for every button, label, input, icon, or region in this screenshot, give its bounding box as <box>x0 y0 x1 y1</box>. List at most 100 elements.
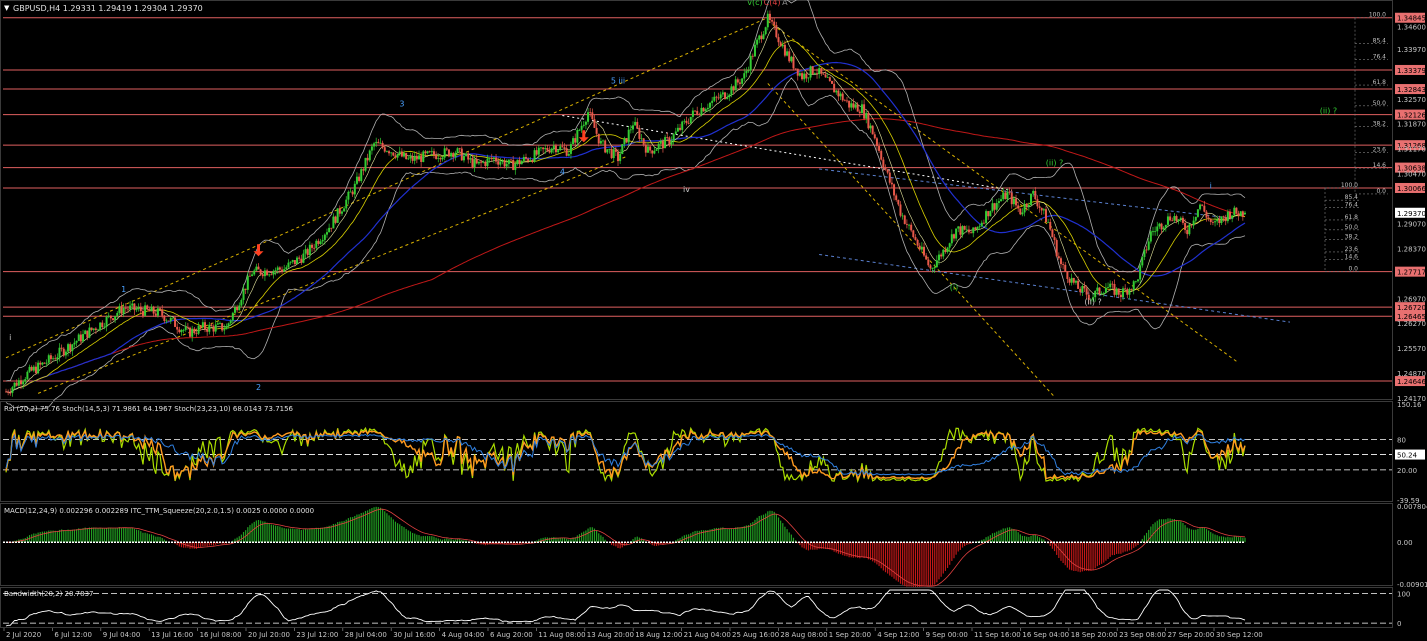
candle-body[interactable] <box>221 323 224 331</box>
candle-body[interactable] <box>407 158 410 160</box>
candle-body[interactable] <box>965 229 968 231</box>
candle-body[interactable] <box>987 211 990 217</box>
candle-body[interactable] <box>574 138 577 143</box>
candle-body[interactable] <box>589 112 592 114</box>
candle-body[interactable] <box>612 149 615 159</box>
candle-body[interactable] <box>456 148 459 153</box>
candle-body[interactable] <box>1231 215 1234 219</box>
candle-body[interactable] <box>890 182 893 185</box>
candle-body[interactable] <box>197 325 200 334</box>
candle-body[interactable] <box>86 330 89 338</box>
candle-body[interactable] <box>706 107 709 110</box>
candle-body[interactable] <box>653 150 656 154</box>
candle-body[interactable] <box>875 138 878 147</box>
candle-body[interactable] <box>700 107 703 115</box>
candle-body[interactable] <box>420 155 423 162</box>
candle-body[interactable] <box>186 326 189 328</box>
candle-body[interactable] <box>1057 256 1060 259</box>
candle-body[interactable] <box>542 147 545 150</box>
candle-body[interactable] <box>163 315 166 321</box>
candle-body[interactable] <box>546 148 549 151</box>
candle-body[interactable] <box>1130 288 1133 290</box>
candle-body[interactable] <box>400 151 403 157</box>
candle-body[interactable] <box>447 149 450 157</box>
candle-body[interactable] <box>929 265 932 269</box>
candle-body[interactable] <box>1237 213 1240 217</box>
candle-body[interactable] <box>1128 288 1131 295</box>
candle-body[interactable] <box>1059 258 1062 265</box>
candle-body[interactable] <box>167 320 170 322</box>
candle-body[interactable] <box>631 125 634 130</box>
candle-body[interactable] <box>394 155 397 158</box>
candle-body[interactable] <box>218 323 221 324</box>
candle-body[interactable] <box>1002 192 1005 200</box>
candle-body[interactable] <box>1066 271 1069 279</box>
candle-body[interactable] <box>1149 231 1152 242</box>
candle-body[interactable] <box>1216 219 1219 222</box>
candle-body[interactable] <box>801 73 804 80</box>
candle-body[interactable] <box>17 380 20 386</box>
candle-body[interactable] <box>1070 277 1073 283</box>
candle-body[interactable] <box>933 267 936 269</box>
candle-body[interactable] <box>208 324 211 332</box>
candle-body[interactable] <box>828 77 831 81</box>
candle-body[interactable] <box>640 138 643 140</box>
candle-body[interactable] <box>783 44 786 56</box>
candle-body[interactable] <box>1158 223 1161 227</box>
candle-body[interactable] <box>1109 283 1112 288</box>
candle-body[interactable] <box>880 150 883 160</box>
candle-body[interactable] <box>477 161 480 164</box>
candle-body[interactable] <box>99 322 102 330</box>
candle-body[interactable] <box>734 79 737 91</box>
candle-body[interactable] <box>946 247 949 253</box>
candle-body[interactable] <box>597 133 600 144</box>
candle-body[interactable] <box>323 234 326 240</box>
candle-body[interactable] <box>1051 229 1054 238</box>
candle-body[interactable] <box>985 211 988 224</box>
candle-body[interactable] <box>116 312 119 316</box>
candle-body[interactable] <box>1188 224 1191 235</box>
candle-body[interactable] <box>495 157 498 162</box>
candle-body[interactable] <box>366 157 369 161</box>
candle-body[interactable] <box>126 308 129 310</box>
candle-body[interactable] <box>824 74 827 78</box>
candle-body[interactable] <box>897 199 900 205</box>
candle-body[interactable] <box>60 347 63 349</box>
candle-body[interactable] <box>1196 209 1199 217</box>
candle-body[interactable] <box>646 146 649 153</box>
candle-body[interactable] <box>777 37 780 43</box>
candle-body[interactable] <box>135 309 138 311</box>
candle-body[interactable] <box>882 159 885 168</box>
candle-body[interactable] <box>467 153 470 160</box>
candle-body[interactable] <box>1199 204 1202 210</box>
candle-body[interactable] <box>719 94 722 99</box>
candle-body[interactable] <box>1072 277 1075 283</box>
candle-body[interactable] <box>786 51 789 56</box>
candle-body[interactable] <box>90 327 93 330</box>
candle-body[interactable] <box>869 125 872 129</box>
candle-body[interactable] <box>963 226 966 230</box>
candle-body[interactable] <box>1156 226 1159 232</box>
candle-body[interactable] <box>355 176 358 184</box>
candle-body[interactable] <box>942 249 945 257</box>
candle-body[interactable] <box>856 104 859 112</box>
candle-body[interactable] <box>278 267 281 270</box>
candle-body[interactable] <box>340 211 343 214</box>
candle-body[interactable] <box>514 163 517 171</box>
candle-body[interactable] <box>854 104 857 108</box>
candle-body[interactable] <box>617 151 620 162</box>
candle-body[interactable] <box>460 148 463 161</box>
candle-body[interactable] <box>480 161 483 163</box>
candle-body[interactable] <box>952 234 955 239</box>
candle-body[interactable] <box>925 255 928 260</box>
candle-body[interactable] <box>445 148 448 150</box>
candle-body[interactable] <box>28 366 31 372</box>
candle-body[interactable] <box>848 100 851 108</box>
candle-body[interactable] <box>1209 218 1212 222</box>
candle-body[interactable] <box>261 274 264 277</box>
candle-body[interactable] <box>634 121 637 126</box>
candle-body[interactable] <box>257 266 260 270</box>
candle-body[interactable] <box>358 176 361 181</box>
candle-body[interactable] <box>84 330 87 335</box>
candle-body[interactable] <box>1192 220 1195 226</box>
